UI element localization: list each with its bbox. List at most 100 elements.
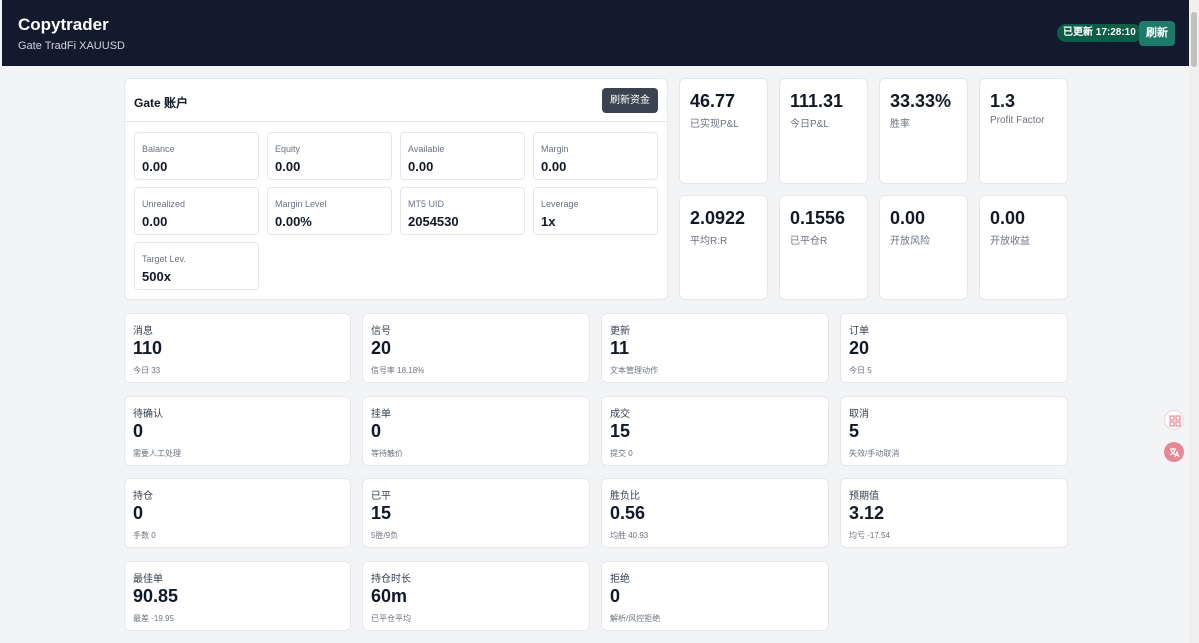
stat-value: 15 bbox=[610, 421, 631, 441]
stat-sub: 提交 0 bbox=[610, 449, 633, 458]
stat-best-trade: 最佳单 90.85 最差 -19.95 bbox=[124, 561, 351, 631]
stat-value: 3.12 bbox=[849, 503, 885, 523]
kpi-label: 已平仓R bbox=[790, 236, 828, 247]
mt5-uid-field: MT5 UID 2054530 bbox=[400, 187, 525, 235]
field-value: 1x bbox=[541, 214, 556, 229]
stat-value: 5 bbox=[849, 421, 860, 441]
stat-sub: 已平仓平均 bbox=[371, 614, 411, 623]
account-card: Gate 账户 刷新资金 Balance 0.00 Equity 0.00 Av… bbox=[124, 78, 668, 300]
account-title: Gate 账户 bbox=[134, 96, 189, 110]
kpi-label: 胜率 bbox=[890, 119, 910, 130]
kpi-label: 开放收益 bbox=[990, 236, 1030, 247]
stat-sub: 信号率 18.18% bbox=[371, 366, 425, 375]
stat-positions: 持仓 0 手数 0 bbox=[124, 478, 351, 548]
field-value: 0.00% bbox=[275, 214, 312, 229]
field-value: 0.00 bbox=[142, 159, 168, 174]
stat-messages: 消息 110 今日 33 bbox=[124, 313, 351, 383]
stat-orders: 订单 20 今日 5 bbox=[840, 313, 1068, 383]
field-value: 0.00 bbox=[275, 159, 301, 174]
refresh-button[interactable]: 刷新 bbox=[1139, 21, 1175, 46]
scrollbar-track[interactable] bbox=[1189, 0, 1199, 643]
app-subtitle: Gate TradFi XAUUSD bbox=[18, 40, 125, 52]
stat-expectancy: 预期值 3.12 均亏 -17.54 bbox=[840, 478, 1068, 548]
stat-value: 0 bbox=[133, 503, 144, 523]
stat-sub: 均亏 -17.54 bbox=[849, 531, 890, 540]
kpi-open-risk: 0.00 开放风险 bbox=[879, 195, 968, 300]
stat-label: 最佳单 bbox=[133, 574, 163, 585]
stat-label: 已平 bbox=[371, 491, 391, 502]
account-card-header: Gate 账户 刷新资金 bbox=[125, 79, 667, 122]
stat-value: 20 bbox=[849, 338, 870, 358]
field-value: 500x bbox=[142, 269, 171, 284]
available-field: Available 0.00 bbox=[400, 132, 525, 180]
stat-label: 胜负比 bbox=[610, 491, 640, 502]
stat-value: 20 bbox=[371, 338, 392, 358]
leverage-field: Leverage 1x bbox=[533, 187, 658, 235]
field-label: Leverage bbox=[541, 199, 579, 209]
stat-signals: 信号 20 信号率 18.18% bbox=[362, 313, 590, 383]
kpi-value: 1.3 bbox=[990, 91, 1016, 111]
stat-updates: 更新 11 文本管理动作 bbox=[601, 313, 829, 383]
kpi-today-pnl: 111.31 今日P&L bbox=[779, 78, 868, 184]
kpi-avg-rr: 2.0922 平均R:R bbox=[679, 195, 768, 300]
stat-label: 拒绝 bbox=[610, 574, 630, 585]
field-label: Margin bbox=[541, 144, 569, 154]
stat-value: 90.85 bbox=[133, 586, 179, 606]
stat-label: 订单 bbox=[849, 326, 869, 337]
top-header: Copytrader Gate TradFi XAUUSD 已更新 17:28:… bbox=[2, 0, 1189, 66]
stat-pending-confirm: 待确认 0 需要人工处理 bbox=[124, 396, 351, 466]
stat-sub: 手数 0 bbox=[133, 531, 156, 540]
stat-win-loss-ratio: 胜负比 0.56 均胜 40.93 bbox=[601, 478, 829, 548]
stat-label: 取消 bbox=[849, 409, 869, 420]
stat-closed: 已平 15 5胜/9负 bbox=[362, 478, 590, 548]
stat-label: 更新 bbox=[610, 326, 630, 337]
field-label: Available bbox=[408, 144, 445, 154]
kpi-label: 今日P&L bbox=[790, 119, 829, 130]
margin-level-field: Margin Level 0.00% bbox=[267, 187, 392, 235]
stat-label: 成交 bbox=[610, 409, 630, 420]
kpi-value: 111.31 bbox=[790, 91, 844, 111]
stat-sub: 均胜 40.93 bbox=[610, 531, 649, 540]
stat-label: 持仓 bbox=[133, 491, 153, 502]
field-value: 0.00 bbox=[541, 159, 567, 174]
stat-value: 0 bbox=[371, 421, 382, 441]
kpi-label: 开放风险 bbox=[890, 236, 930, 247]
stat-label: 预期值 bbox=[849, 491, 879, 502]
equity-field: Equity 0.00 bbox=[267, 132, 392, 180]
kpi-open-profit: 0.00 开放收益 bbox=[979, 195, 1068, 300]
stat-label: 待确认 bbox=[133, 409, 163, 420]
kpi-value: 2.0922 bbox=[690, 208, 746, 228]
stat-value: 0 bbox=[610, 586, 621, 606]
stat-filled: 成交 15 提交 0 bbox=[601, 396, 829, 466]
stat-label: 消息 bbox=[133, 326, 153, 337]
scrollbar-thumb[interactable] bbox=[1191, 12, 1197, 67]
field-label: Margin Level bbox=[275, 199, 327, 209]
kpi-value: 46.77 bbox=[690, 91, 736, 111]
stat-value: 11 bbox=[610, 338, 630, 358]
field-value: 0.00 bbox=[142, 214, 168, 229]
stat-sub: 文本管理动作 bbox=[610, 366, 658, 375]
kpi-label: 已实现P&L bbox=[690, 119, 739, 130]
stat-label: 挂单 bbox=[371, 409, 391, 420]
kpi-label: 平均R:R bbox=[690, 236, 728, 247]
stat-cancelled: 取消 5 失效/手动取消 bbox=[840, 396, 1068, 466]
status-badge: 已更新 17:28:10 bbox=[1057, 24, 1142, 42]
apps-icon[interactable] bbox=[1164, 410, 1184, 430]
kpi-label: Profit Factor bbox=[990, 115, 1045, 126]
stat-label: 信号 bbox=[371, 326, 391, 337]
balance-field: Balance 0.00 bbox=[134, 132, 259, 180]
kpi-value: 0.1556 bbox=[790, 208, 846, 228]
translate-icon[interactable] bbox=[1164, 442, 1184, 462]
kpi-value: 33.33% bbox=[890, 91, 952, 111]
stat-hold-duration: 持仓时长 60m 已平仓平均 bbox=[362, 561, 590, 631]
app-title: Copytrader bbox=[18, 15, 109, 34]
stat-value: 0 bbox=[133, 421, 144, 441]
field-label: Balance bbox=[142, 144, 175, 154]
stat-value: 0.56 bbox=[610, 503, 646, 523]
refresh-funds-button[interactable]: 刷新资金 bbox=[602, 88, 658, 113]
stat-sub: 解析/风控拒绝 bbox=[610, 614, 661, 623]
kpi-value: 0.00 bbox=[990, 208, 1026, 228]
stat-pending-orders: 挂单 0 等待触价 bbox=[362, 396, 590, 466]
stat-rejected: 拒绝 0 解析/风控拒绝 bbox=[601, 561, 829, 631]
field-label: Equity bbox=[275, 144, 301, 154]
